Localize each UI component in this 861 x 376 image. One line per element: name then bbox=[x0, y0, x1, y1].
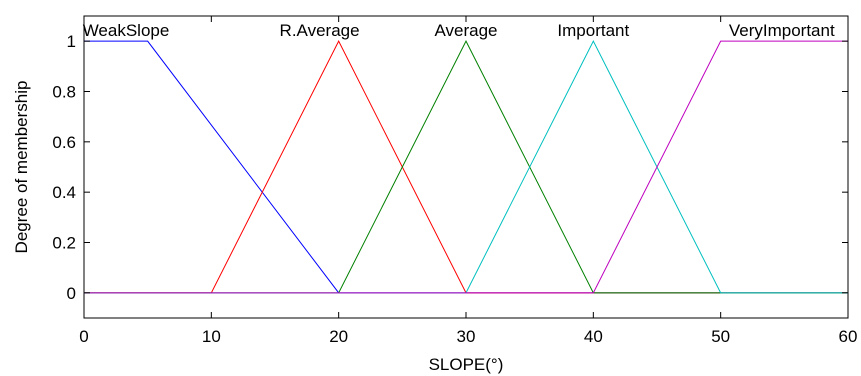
series-label-average: Average bbox=[434, 21, 497, 40]
x-tick-label: 0 bbox=[79, 327, 88, 346]
y-tick-label: 0.2 bbox=[52, 234, 76, 253]
y-tick-label: 0 bbox=[67, 284, 76, 303]
series-line-veryimportant bbox=[84, 40, 848, 294]
series-layer bbox=[84, 40, 848, 294]
y-tick-label: 1 bbox=[67, 32, 76, 51]
y-tick-label: 0.6 bbox=[52, 133, 76, 152]
x-tick-label: 40 bbox=[584, 327, 603, 346]
x-tick-label: 60 bbox=[839, 327, 858, 346]
y-tick-label: 0.8 bbox=[52, 83, 76, 102]
ticks-layer: 0 10 20 30 40 50 60 0 0.2 0.4 0.6 0.8 1 bbox=[52, 16, 857, 346]
x-tick-label: 50 bbox=[711, 327, 730, 346]
series-label-important: Important bbox=[557, 21, 629, 40]
series-label-r-average: R.Average bbox=[280, 21, 360, 40]
series-label-veryimportant: VeryImportant bbox=[729, 21, 835, 40]
x-tick-label: 20 bbox=[329, 327, 348, 346]
series-label-weakslope: WeakSlope bbox=[83, 21, 170, 40]
y-axis-label: Degree of membership bbox=[12, 81, 31, 254]
plot-area bbox=[83, 15, 849, 319]
x-tick-label: 10 bbox=[202, 327, 221, 346]
series-labels-layer: WeakSlope R.Average Average Important VeryIm… bbox=[83, 21, 835, 40]
x-axis-label: SLOPE(°) bbox=[429, 355, 504, 374]
y-tick-label: 0.4 bbox=[52, 183, 76, 202]
x-tick-label: 30 bbox=[457, 327, 476, 346]
